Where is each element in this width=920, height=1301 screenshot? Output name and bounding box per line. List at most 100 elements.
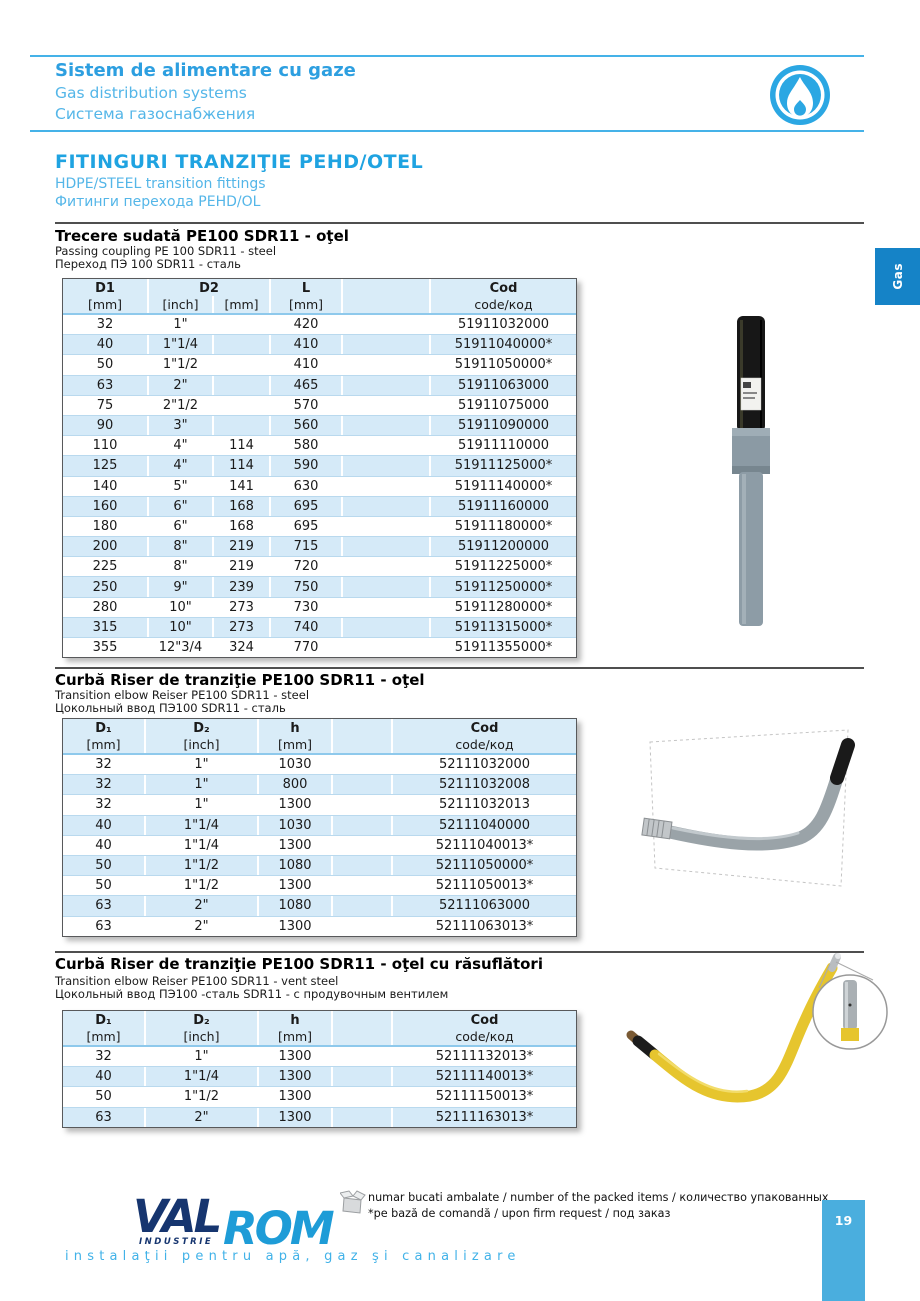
table-cell: 52111032013 — [439, 797, 530, 813]
table-row: 180 6" 168 695 51911180000* — [63, 515, 576, 537]
page-title-ru: Фитинги перехода PEHD/OL — [55, 194, 261, 210]
table-cell: 52111032000 — [439, 757, 530, 773]
table-cell — [333, 1107, 393, 1127]
table-row: 63 2" 1080 52111063000 — [63, 895, 576, 916]
unit-inch: [inch] — [146, 1028, 259, 1045]
table-cell: 2" — [146, 1107, 259, 1127]
table-cell: 420 — [271, 315, 343, 335]
table-cell: 2" — [146, 916, 259, 936]
table-cell — [214, 355, 271, 375]
table-header: D1 D2 L Cod [mm] [inch] [mm] [mm] code/к… — [63, 279, 576, 315]
section-rule — [55, 951, 864, 953]
table-row: 40 1"1/4 1300 52111140013* — [63, 1066, 576, 1087]
table-cell: 50 — [63, 876, 146, 896]
table-cell — [343, 617, 431, 637]
header-title-ro: Sistem de alimentare cu gaze — [55, 60, 356, 81]
table-cell: 355 — [63, 638, 149, 658]
table-row: 315 10" 273 740 51911315000* — [63, 616, 576, 637]
table-cell: 465 — [271, 375, 343, 395]
table-cell — [333, 1087, 393, 1107]
table-cell — [333, 815, 393, 835]
table-cell — [333, 775, 393, 795]
side-tab-gas: Gas — [875, 248, 920, 305]
table-cell: 1" — [146, 1047, 259, 1067]
product-photo-transition-elbow — [641, 729, 855, 887]
table-cell: 51911140000* — [454, 478, 553, 494]
page-title-ro: FITINGURI TRANZIŢIE PEHD/OTEL — [55, 151, 424, 173]
table-cell: 160 — [63, 496, 149, 516]
col-d1: D1 — [63, 279, 149, 296]
table-cell: 1" — [146, 775, 259, 795]
table-row: 32 1" 1030 52111032000 — [63, 755, 576, 775]
table-cell — [333, 1067, 393, 1087]
header-top-rule — [30, 55, 864, 57]
table-cell: 40 — [63, 815, 146, 835]
section2-subtitle-en: Transition elbow Reiser PE100 SDR11 - st… — [55, 688, 310, 702]
table-cell: 1080 — [259, 855, 333, 876]
table-cell: 63 — [63, 896, 146, 916]
table-cell: 52111140013* — [435, 1069, 534, 1085]
table-cell: 114 — [214, 456, 271, 476]
table-cell: 52111163013* — [435, 1109, 534, 1125]
table-cell: 715 — [271, 537, 343, 557]
table-cell: 720 — [271, 557, 343, 577]
unit-mm: [mm] — [271, 296, 343, 313]
table-cell — [333, 916, 393, 936]
table-cell — [214, 335, 271, 355]
table-cell: 10" — [149, 617, 214, 637]
unit-pack — [343, 296, 431, 313]
table-cell: 50 — [63, 855, 146, 876]
table-cell: 1"1/2 — [149, 355, 214, 375]
table-cell: 315 — [63, 617, 149, 637]
table-cell — [333, 755, 393, 775]
table-cell: 280 — [63, 597, 149, 617]
unit-cod: code/код — [455, 1029, 514, 1044]
valrom-logo: VAL ROM INDUSTRIE — [133, 1190, 335, 1255]
table-cell: 1030 — [259, 755, 333, 775]
header-title-en: Gas distribution systems — [55, 84, 247, 102]
unit-pack — [333, 736, 393, 753]
table-cell: 52111040013* — [435, 837, 534, 853]
table-cell: 800 — [259, 775, 333, 795]
table-cell: 40 — [63, 335, 149, 355]
table-cell: 51911180000* — [454, 518, 553, 534]
col-d1: D₁ — [63, 719, 146, 736]
table-row: 32 1" 800 52111032008 — [63, 774, 576, 795]
table-cell: 2"1/2 — [149, 395, 214, 415]
table-cell — [333, 1047, 393, 1067]
table-cell — [343, 638, 431, 658]
table-cell: 8" — [149, 537, 214, 557]
table-row: 50 1"1/2 410 51911050000* — [63, 354, 576, 375]
table-row: 225 8" 219 720 51911225000* — [63, 556, 576, 577]
table-cell: 740 — [271, 617, 343, 637]
product-photo-passing-coupling — [732, 316, 770, 626]
side-tab-gas-label: Gas — [890, 263, 905, 290]
table-cell: 51911090000 — [458, 418, 549, 434]
table-body: 32 1" 1300 52111132013* 40 1"1/4 1300 521111400… — [63, 1047, 576, 1127]
table-header: D₁ D₂ h Cod [mm] [inch] [mm] code/код — [63, 1011, 576, 1047]
table-cell: 273 — [214, 597, 271, 617]
package-icon — [339, 1187, 366, 1219]
table-cell: 51911032000 — [458, 317, 549, 333]
table-row: 75 2"1/2 570 51911075000 — [63, 394, 576, 415]
magnifier-inset — [812, 974, 888, 1050]
unit-mm: [mm] — [63, 736, 146, 753]
table-cell — [343, 375, 431, 395]
table-row: 140 5" 141 630 51911140000* — [63, 475, 576, 496]
table-row: 50 1"1/2 1300 52111050013* — [63, 875, 576, 896]
table-cell — [343, 355, 431, 375]
table-cell — [343, 496, 431, 516]
table-cell: 9" — [149, 577, 214, 597]
table-row: 40 1"1/4 410 51911040000* — [63, 334, 576, 355]
table-cell — [214, 415, 271, 436]
table-row: 63 2" 1300 52111063013* — [63, 915, 576, 936]
table-cell: 410 — [271, 335, 343, 355]
table-row: 355 12"3/4 324 770 51911355000* — [63, 637, 576, 658]
table-cell — [343, 415, 431, 436]
table-cell — [343, 436, 431, 456]
table-cell: 10" — [149, 597, 214, 617]
table-cell: 750 — [271, 577, 343, 597]
col-d1: D₁ — [63, 1011, 146, 1028]
table-cell: 1300 — [259, 876, 333, 896]
